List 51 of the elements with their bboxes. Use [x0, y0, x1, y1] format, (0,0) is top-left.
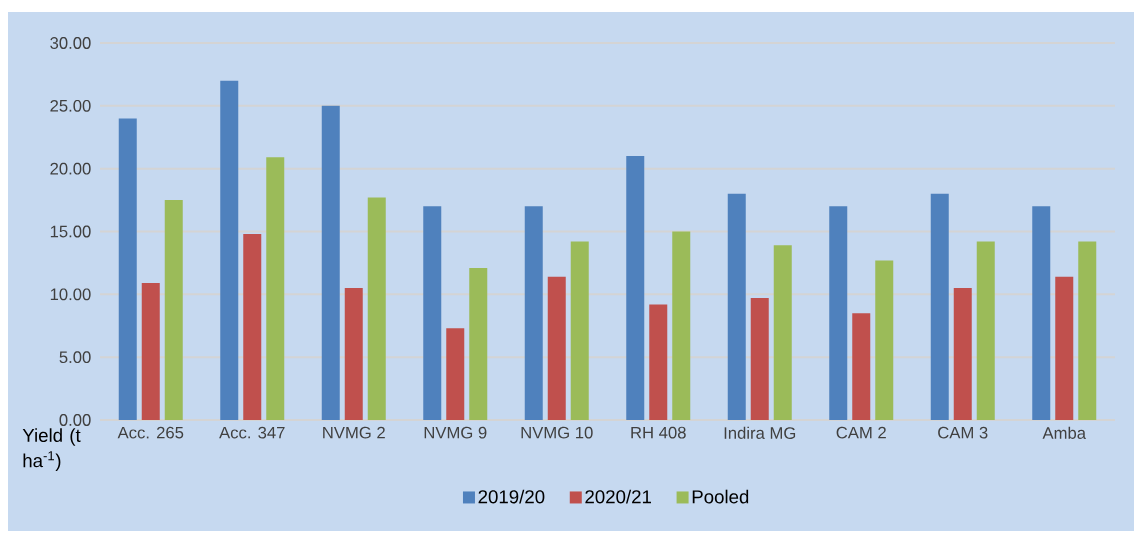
y-tick-label: 5.00 [59, 351, 91, 364]
bar [649, 304, 668, 421]
bar [1078, 241, 1097, 421]
bar [976, 241, 995, 421]
x-tick-label: NVMG 2 [323, 426, 385, 439]
bar [852, 313, 871, 421]
bar [930, 193, 949, 421]
x-tick-label: CAM 3 [938, 426, 988, 439]
bar [672, 231, 691, 421]
bar [446, 328, 465, 421]
y-tick-label: 10.00 [50, 288, 91, 301]
legend-label: 2020/21 [585, 489, 651, 504]
x-tick-label: Amba [1042, 426, 1087, 439]
bar [1032, 206, 1051, 421]
bar [953, 288, 972, 421]
x-tick-label: CAM 2 [836, 426, 886, 439]
y-tick-label: 20.00 [50, 162, 91, 175]
y-tick-label: 0.00 [59, 414, 91, 426]
bar [423, 206, 442, 421]
bar [344, 288, 363, 421]
x-tick-label: Acc. 347 [219, 426, 285, 439]
bar [626, 156, 645, 421]
bar [220, 80, 239, 421]
bar [1055, 276, 1074, 421]
legend-label: 2019/20 [478, 489, 545, 504]
bar [118, 118, 137, 421]
bar [875, 260, 894, 421]
y-tick-label: 25.00 [50, 99, 91, 112]
bar [321, 105, 340, 421]
bar [524, 206, 543, 421]
bar [547, 276, 566, 421]
y-tick-label: 15.00 [50, 225, 91, 238]
y-tick-label: 30.00 [50, 37, 91, 49]
bar [367, 197, 386, 421]
bar [773, 245, 792, 421]
x-tick-label: NVMG 10 [521, 426, 593, 439]
x-tick-label: RH 408 [631, 426, 686, 439]
bar [141, 283, 160, 421]
bar [750, 298, 769, 421]
bar [243, 234, 262, 421]
bar [266, 157, 285, 421]
x-tick-label: Indira MG [724, 426, 796, 439]
y-axis-title: Yield (t ha$^{-1}$) [22, 428, 81, 471]
x-tick-label: NVMG 9 [424, 426, 487, 439]
bar [829, 206, 848, 421]
bar [469, 267, 488, 421]
bar [570, 241, 589, 421]
bar [164, 200, 183, 421]
legend-label: Pooled [692, 489, 749, 504]
x-tick-label: Acc. 265 [117, 426, 184, 439]
bar [727, 193, 746, 421]
